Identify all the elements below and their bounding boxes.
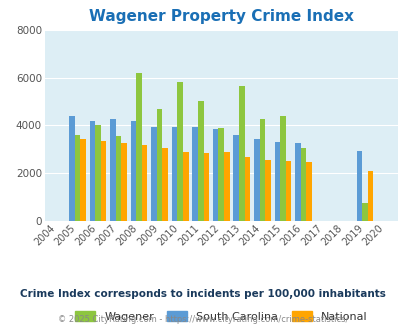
Bar: [69, 116, 75, 221]
Bar: [356, 150, 361, 221]
Bar: [259, 119, 264, 221]
Bar: [305, 162, 311, 221]
Bar: [198, 101, 203, 221]
Bar: [156, 109, 162, 221]
Bar: [300, 148, 305, 221]
Bar: [183, 152, 188, 221]
Text: Crime Index corresponds to incidents per 100,000 inhabitants: Crime Index corresponds to incidents per…: [20, 289, 385, 299]
Bar: [254, 139, 259, 221]
Bar: [115, 136, 121, 221]
Bar: [100, 141, 106, 221]
Bar: [361, 203, 367, 221]
Bar: [95, 125, 100, 221]
Bar: [367, 171, 373, 221]
Bar: [121, 143, 127, 221]
Bar: [294, 143, 300, 221]
Bar: [162, 148, 168, 221]
Bar: [151, 127, 156, 221]
Title: Wagener Property Crime Index: Wagener Property Crime Index: [89, 9, 353, 24]
Bar: [274, 142, 279, 221]
Bar: [264, 160, 270, 221]
Bar: [213, 129, 218, 221]
Bar: [239, 86, 244, 221]
Bar: [177, 82, 183, 221]
Bar: [75, 135, 80, 221]
Bar: [285, 161, 290, 221]
Bar: [171, 127, 177, 221]
Bar: [233, 135, 239, 221]
Text: © 2025 CityRating.com - https://www.cityrating.com/crime-statistics/: © 2025 CityRating.com - https://www.city…: [58, 315, 347, 324]
Bar: [90, 120, 95, 221]
Bar: [224, 152, 229, 221]
Bar: [218, 128, 224, 221]
Bar: [110, 119, 115, 221]
Bar: [203, 153, 209, 221]
Bar: [279, 116, 285, 221]
Legend: Wagener, South Carolina, National: Wagener, South Carolina, National: [71, 307, 371, 327]
Bar: [130, 120, 136, 221]
Bar: [192, 127, 198, 221]
Bar: [244, 156, 249, 221]
Bar: [136, 73, 142, 221]
Bar: [80, 139, 85, 221]
Bar: [142, 145, 147, 221]
